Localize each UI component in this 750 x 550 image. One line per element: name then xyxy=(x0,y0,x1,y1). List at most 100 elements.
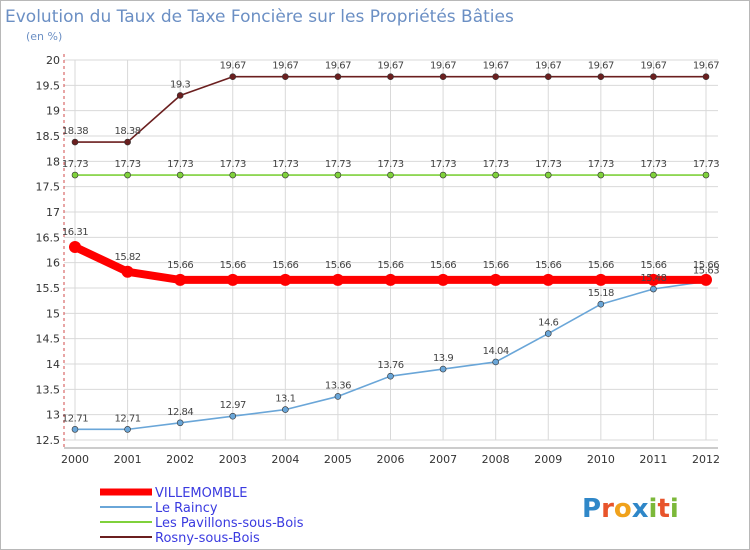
data-label: 15.66 xyxy=(377,260,403,271)
x-tick-label: 2006 xyxy=(377,453,405,466)
x-tick-label: 2009 xyxy=(534,453,562,466)
data-label: 19.67 xyxy=(325,61,351,72)
data-label: 17.73 xyxy=(693,159,719,170)
axes xyxy=(63,54,718,449)
data-label: 15.66 xyxy=(535,260,561,271)
y-tick-label: 15 xyxy=(46,307,60,320)
data-label: 14.04 xyxy=(483,346,509,357)
data-label: 17.73 xyxy=(377,159,403,170)
data-point xyxy=(492,171,499,179)
data-label: 13.76 xyxy=(377,360,403,371)
data-label: 19.67 xyxy=(272,61,298,72)
data-label: 17.73 xyxy=(535,159,561,170)
y-tick-label: 13.5 xyxy=(36,383,61,396)
data-label: 17.73 xyxy=(588,159,614,170)
data-point xyxy=(174,273,187,286)
x-tick-label: 2002 xyxy=(166,453,194,466)
data-point xyxy=(437,273,450,286)
data-point xyxy=(387,73,394,81)
data-label: 15.48 xyxy=(640,273,666,284)
y-tick-label: 17.5 xyxy=(36,181,61,194)
data-label: 18.38 xyxy=(115,126,141,137)
x-tick-label: 2008 xyxy=(482,453,510,466)
data-point xyxy=(544,330,552,337)
data-point xyxy=(331,273,344,286)
data-point xyxy=(702,171,710,179)
data-point xyxy=(176,92,184,99)
y-tick-label: 17 xyxy=(46,206,60,219)
data-point xyxy=(176,419,184,427)
x-axis-ticks: 2000 2001 2002 2003 2004 2005 2006 2007 2008 2009… xyxy=(61,453,720,466)
chart-title: Evolution du Taux de Taxe Foncière sur l… xyxy=(5,7,514,27)
data-point xyxy=(439,171,447,179)
logo-letter: o xyxy=(614,494,632,524)
data-label: 15.66 xyxy=(220,260,246,271)
data-labels: 18.38 18.38 19.3 19.67 19.67 19.67 19.67 19.67 1… xyxy=(62,61,720,425)
y-tick-label: 15.5 xyxy=(36,282,61,295)
y-tick-label: 18.5 xyxy=(36,130,61,143)
data-label: 14.6 xyxy=(538,318,558,329)
x-tick-label: 2007 xyxy=(429,453,457,466)
data-point xyxy=(334,393,342,400)
y-tick-label: 16 xyxy=(46,257,60,270)
data-label: 15.66 xyxy=(640,260,666,271)
data-label: 15.18 xyxy=(588,288,614,299)
data-point xyxy=(226,273,239,286)
data-point xyxy=(700,273,712,286)
series-group xyxy=(69,73,712,433)
data-point xyxy=(594,273,607,286)
data-label: 19.3 xyxy=(170,79,190,90)
data-point xyxy=(597,73,605,81)
logo-letter: x xyxy=(632,494,649,524)
data-label: 17.73 xyxy=(640,159,666,170)
data-point xyxy=(334,73,342,81)
data-label: 15.66 xyxy=(325,260,351,271)
data-label: 19.67 xyxy=(640,61,666,72)
data-point xyxy=(334,171,342,179)
data-label: 12.71 xyxy=(115,413,141,424)
data-label: 12.71 xyxy=(62,413,88,424)
data-label: 19.67 xyxy=(377,61,403,72)
data-label: 15.66 xyxy=(167,260,193,271)
data-point xyxy=(282,73,289,81)
data-label: 19.67 xyxy=(430,61,456,72)
data-label: 17.73 xyxy=(167,159,193,170)
x-tick-label: 2012 xyxy=(692,453,720,466)
x-tick-label: 2004 xyxy=(271,453,299,466)
data-label: 17.73 xyxy=(220,159,246,170)
data-point xyxy=(71,138,79,146)
data-label: 15.66 xyxy=(693,260,719,271)
data-point xyxy=(121,265,134,278)
data-label: 15.66 xyxy=(483,260,509,271)
data-point xyxy=(384,273,397,286)
y-tick-label: 20 xyxy=(46,54,60,67)
data-point xyxy=(439,73,447,81)
y-tick-label: 19 xyxy=(46,105,60,118)
data-point xyxy=(542,273,555,286)
data-label: 19.67 xyxy=(535,61,561,72)
data-point xyxy=(544,171,552,179)
data-label: 17.73 xyxy=(325,159,351,170)
x-tick-label: 2010 xyxy=(587,453,615,466)
data-label: 18.38 xyxy=(62,126,88,137)
data-label: 17.73 xyxy=(430,159,456,170)
data-point xyxy=(229,73,237,81)
data-point xyxy=(647,273,660,286)
y-tick-label: 14.5 xyxy=(36,333,61,346)
data-label: 19.67 xyxy=(693,61,719,72)
grid xyxy=(64,59,718,441)
data-point xyxy=(492,358,499,366)
data-point xyxy=(597,300,605,308)
data-label: 12.84 xyxy=(167,407,193,418)
data-label: 15.66 xyxy=(272,260,298,271)
data-point xyxy=(702,73,710,81)
x-tick-label: 2000 xyxy=(61,453,89,466)
logo-letter: t xyxy=(657,494,669,524)
data-point xyxy=(544,73,552,81)
data-point xyxy=(71,426,79,433)
data-point xyxy=(597,171,605,179)
data-point xyxy=(492,73,499,81)
data-label: 15.82 xyxy=(115,252,141,263)
y-axis-ticks: 20 19.5 19 18.5 18 17.5 17 16.5 16 15.5 15 14.5 14 13… xyxy=(36,54,61,447)
